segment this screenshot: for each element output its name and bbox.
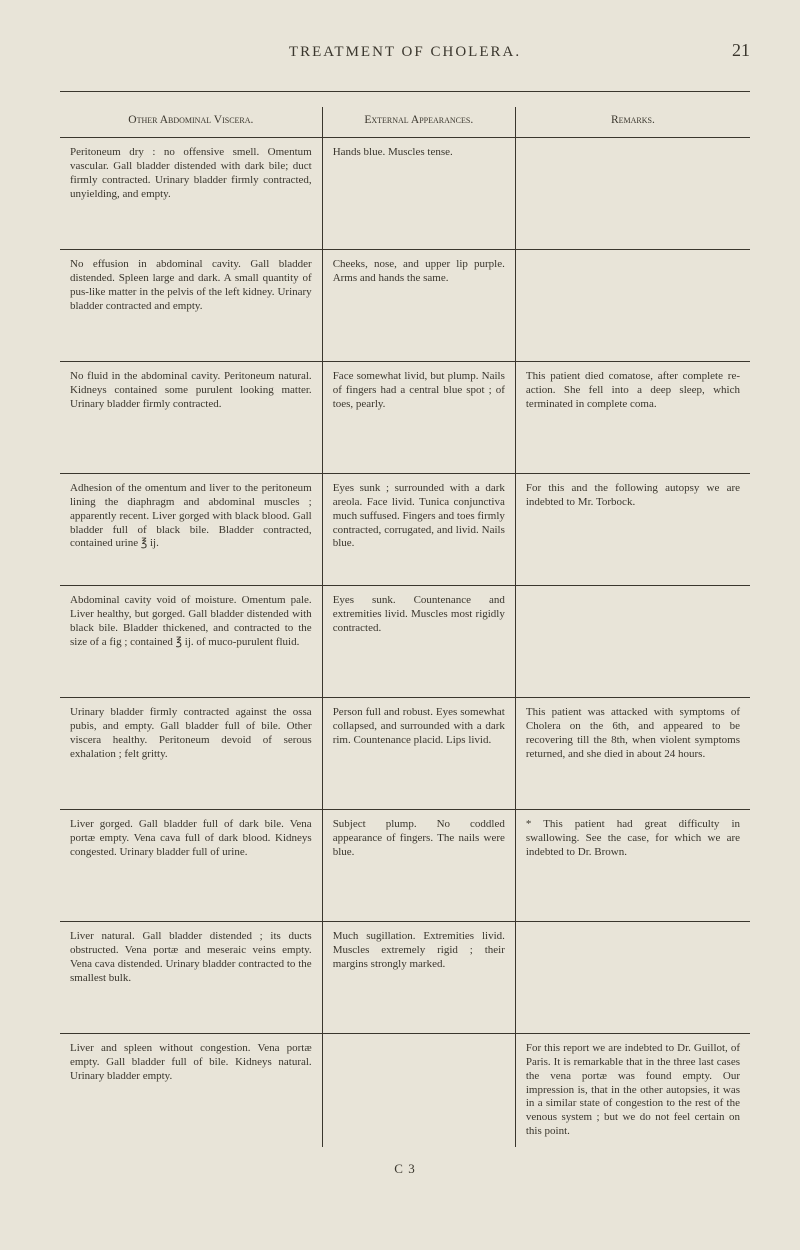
cell-remarks: * This patient had great difficulty in s… [515,810,750,922]
page-title: TREATMENT OF CHOLERA. [90,44,720,61]
col-header-viscera: Other Abdominal Viscera. [60,107,322,138]
cell-viscera: Urinary bladder firmly contracted agains… [60,698,322,810]
table-header-row: Other Abdominal Viscera. External Appear… [60,107,750,138]
cell-remarks: This patient died comatose, after comple… [515,362,750,474]
header: TREATMENT OF CHOLERA. 21 [60,40,750,61]
table-row: Liver gorged. Gall bladder full of dark … [60,810,750,922]
table-row: Liver and spleen without congestion. Ven… [60,1034,750,1147]
data-table: Other Abdominal Viscera. External Appear… [60,107,750,1147]
cell-appearances: Person full and robust. Eyes somewhat co… [322,698,515,810]
cell-remarks [515,922,750,1034]
cell-viscera: No fluid in the abdominal cavity. Perito… [60,362,322,474]
cell-viscera: Peritoneum dry : no offensive smell. Ome… [60,138,322,250]
cell-viscera: Adhesion of the omentum and liver to the… [60,474,322,586]
col-header-appearances: External Appearances. [322,107,515,138]
table-row: Adhesion of the omentum and liver to the… [60,474,750,586]
page-number: 21 [720,40,750,61]
cell-appearances: Eyes sunk. Countenance and extremities l… [322,586,515,698]
table-row: No fluid in the abdominal cavity. Perito… [60,362,750,474]
signature-mark: C 3 [60,1161,750,1177]
col-header-remarks: Remarks. [515,107,750,138]
cell-appearances: Cheeks, nose, and upper lip purple. Arms… [322,250,515,362]
table-row: Peritoneum dry : no offensive smell. Ome… [60,138,750,250]
rule-top [60,91,750,92]
cell-viscera: Liver natural. Gall bladder distended ; … [60,922,322,1034]
cell-appearances: Face somewhat livid, but plump. Nails of… [322,362,515,474]
cell-remarks: This patient was attacked with symptoms … [515,698,750,810]
cell-appearances: Eyes sunk ; surrounded with a dark areol… [322,474,515,586]
cell-remarks: For this report we are indebted to Dr. G… [515,1034,750,1147]
cell-remarks [515,138,750,250]
page-container: TREATMENT OF CHOLERA. 21 Other Abdominal… [0,0,800,1250]
cell-remarks [515,586,750,698]
table-row: Urinary bladder firmly contracted agains… [60,698,750,810]
cell-remarks: For this and the following autopsy we ar… [515,474,750,586]
cell-viscera: Liver gorged. Gall bladder full of dark … [60,810,322,922]
table-row: Liver natural. Gall bladder distended ; … [60,922,750,1034]
table-row: No effusion in abdominal cavity. Gall bl… [60,250,750,362]
table-row: Abdominal cavity void of moisture. Oment… [60,586,750,698]
cell-appearances: Hands blue. Muscles tense. [322,138,515,250]
cell-appearances: Subject plump. No coddled appearance of … [322,810,515,922]
cell-remarks [515,250,750,362]
cell-viscera: No effusion in abdominal cavity. Gall bl… [60,250,322,362]
cell-viscera: Liver and spleen without congestion. Ven… [60,1034,322,1147]
cell-appearances: Much sugillation. Extremities livid. Mus… [322,922,515,1034]
cell-appearances [322,1034,515,1147]
cell-viscera: Abdominal cavity void of moisture. Oment… [60,586,322,698]
